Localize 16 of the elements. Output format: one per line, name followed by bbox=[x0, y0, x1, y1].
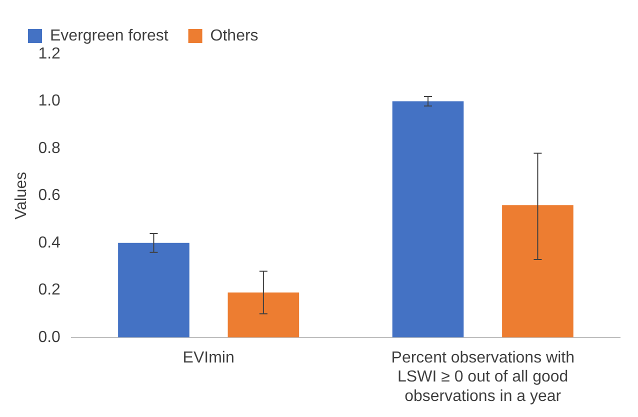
bar bbox=[502, 205, 574, 338]
y-tick-label: 0.4 bbox=[38, 234, 61, 252]
y-tick-label: 0.6 bbox=[38, 187, 61, 204]
y-tick-label: 0.8 bbox=[38, 140, 61, 157]
y-axis-title: Values bbox=[13, 172, 30, 220]
legend-label: Others bbox=[210, 27, 258, 44]
y-tick-label: 0.0 bbox=[38, 328, 61, 346]
y-tick-label: 1.0 bbox=[38, 92, 61, 110]
y-tick-label: 0.2 bbox=[38, 282, 61, 299]
x-tick-label: EVImin bbox=[182, 349, 234, 366]
bar bbox=[228, 292, 300, 338]
y-tick-label: 1.2 bbox=[38, 45, 61, 62]
legend-label: Evergreen forest bbox=[50, 27, 169, 44]
x-tick-label: Percent observations with LSWI ≥ 0 out of all good observations in a year bbox=[391, 349, 574, 405]
bar bbox=[118, 242, 190, 338]
bar bbox=[392, 101, 464, 338]
